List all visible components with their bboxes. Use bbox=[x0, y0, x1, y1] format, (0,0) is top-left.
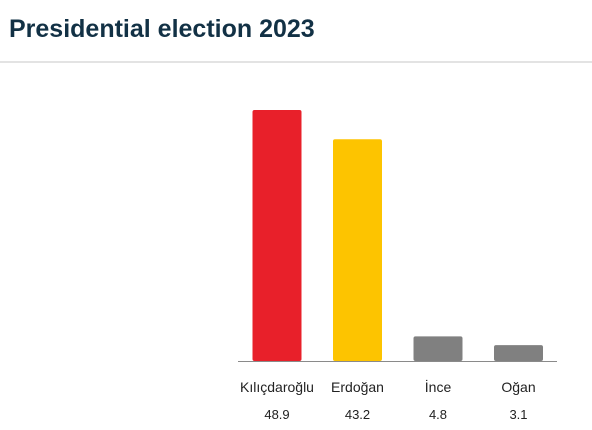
category-label-kilicdaroglu: Kılıçdaroğlu bbox=[240, 379, 314, 395]
bar-ince bbox=[413, 336, 463, 361]
category-label-ogan: Oğan bbox=[501, 379, 535, 395]
bars-group bbox=[252, 110, 543, 361]
value-label-kilicdaroglu: 48.9 bbox=[264, 407, 289, 422]
value-label-erdogan: 43.2 bbox=[345, 407, 370, 422]
value-label-ince: 4.8 bbox=[429, 407, 447, 422]
category-label-ince: İnce bbox=[425, 378, 452, 395]
value-label-ogan: 3.1 bbox=[509, 407, 527, 422]
category-labels: Kılıçdaroğlu Erdoğan İnce Oğan bbox=[240, 378, 536, 395]
bar-erdogan bbox=[333, 139, 382, 361]
category-label-erdogan: Erdoğan bbox=[331, 379, 384, 395]
title-divider bbox=[0, 61, 592, 63]
bar-ogan bbox=[494, 345, 543, 361]
page-title: Presidential election 2023 bbox=[9, 15, 315, 43]
bar-kilicdaroglu bbox=[252, 110, 302, 361]
value-labels: 48.9 43.2 4.8 3.1 bbox=[264, 407, 527, 422]
